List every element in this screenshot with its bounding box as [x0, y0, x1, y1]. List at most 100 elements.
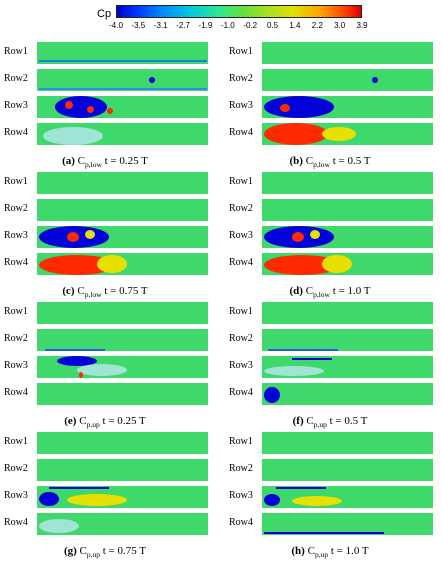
- pressure-contour-strip: [37, 42, 208, 64]
- pressure-region: [264, 387, 280, 403]
- pressure-region: [67, 494, 127, 506]
- row-label: Row2: [4, 203, 28, 214]
- blade-row: Row4: [0, 253, 210, 275]
- cp-symbol: C: [79, 415, 87, 427]
- blade-row: Row3: [0, 486, 210, 508]
- row-label: Row4: [229, 127, 253, 138]
- pressure-region: [87, 106, 94, 113]
- pressure-region: [67, 232, 79, 242]
- pressure-contour-strip: [37, 356, 208, 378]
- pressure-contour-strip: [262, 486, 433, 508]
- contour-panel: Row1 Row2 Row3 Row4 (e) Cp,up t = 0.25 T: [0, 302, 210, 432]
- pressure-region: [280, 104, 290, 112]
- pressure-contour-strip: [37, 486, 208, 508]
- panel-caption: (b) Cp,low t = 0.5 T: [225, 155, 435, 169]
- row-label: Row1: [229, 46, 253, 57]
- contour-panel: Row1 Row2 Row3 Row4 (a) Cp,low t = 0.25 T: [0, 42, 210, 172]
- contour-panel: Row1 Row2 Row3 Row4 (h) Cp,up t = 1.0 T: [225, 432, 435, 562]
- blade-row: Row2: [225, 459, 435, 481]
- blade-row: Row2: [0, 69, 210, 91]
- colorbar-tick-label: -1.9: [198, 21, 213, 30]
- cp-subscript: p,low: [84, 290, 102, 300]
- colorbar-tick-label: -3.1: [153, 21, 168, 30]
- row-label: Row4: [229, 387, 253, 398]
- contour-panel: Row1 Row2 Row3 Row4 (g) Cp,up t = 0.75 T: [0, 432, 210, 562]
- pressure-contour-strip: [262, 459, 433, 481]
- row-label: Row2: [229, 203, 253, 214]
- blade-row: Row1: [225, 302, 435, 324]
- blade-row: Row3: [0, 356, 210, 378]
- pressure-region: [107, 108, 113, 114]
- pressure-contour-strip: [37, 383, 208, 405]
- pressure-region: [292, 232, 304, 242]
- blade-row: Row4: [225, 383, 435, 405]
- blade-row: Row4: [225, 513, 435, 535]
- row-label: Row3: [4, 360, 28, 371]
- cp-symbol: C: [77, 285, 85, 297]
- pressure-contour-strip: [262, 172, 433, 194]
- pressure-region: [55, 96, 107, 118]
- colorbar-tick-label: -3.5: [131, 21, 146, 30]
- contour-band: [39, 60, 207, 62]
- contour-band: [45, 349, 105, 351]
- pressure-region: [264, 96, 334, 118]
- time-label: t = 0.75 T: [104, 285, 148, 297]
- cp-subscript: p,up: [313, 420, 327, 430]
- pressure-region: [292, 496, 342, 506]
- panel-tag: (b): [289, 155, 303, 167]
- time-label: t = 1.0 T: [330, 545, 369, 557]
- pressure-region: [149, 77, 155, 83]
- panel-caption: (d) Cp,low t = 1.0 T: [225, 285, 435, 299]
- contour-panel: Row1 Row2 Row3 Row4 (b) Cp,low t = 0.5 T: [225, 42, 435, 172]
- pressure-region: [264, 494, 280, 506]
- row-label: Row4: [4, 517, 28, 528]
- blade-row: Row4: [225, 123, 435, 145]
- colorbar-tick-label: -1.0: [220, 21, 235, 30]
- pressure-contour-strip: [37, 459, 208, 481]
- pressure-region: [79, 372, 83, 378]
- pressure-contour-strip: [262, 123, 433, 145]
- panel-caption: (e) Cp,up t = 0.25 T: [0, 415, 210, 429]
- colorbar-title: Cp: [97, 8, 112, 20]
- blade-row: Row2: [225, 199, 435, 221]
- pressure-region: [322, 127, 356, 141]
- blade-row: Row2: [0, 329, 210, 351]
- panel-caption: (f) Cp,up t = 0.5 T: [225, 415, 435, 429]
- cp-subscript: p,up: [314, 550, 329, 560]
- colorbar-tick-label: 2.2: [311, 21, 323, 30]
- panel-tag: (g): [63, 545, 77, 557]
- colorbar-tick-label: -0.2: [243, 21, 258, 30]
- pressure-region: [322, 255, 352, 273]
- blade-row: Row3: [0, 226, 210, 248]
- panel-tag: (f): [292, 415, 304, 427]
- blade-row: Row2: [0, 459, 210, 481]
- cp-symbol: C: [306, 415, 314, 427]
- row-label: Row3: [229, 230, 253, 241]
- panel-tag: (a): [62, 155, 75, 167]
- pressure-contour-strip: [37, 96, 208, 118]
- row-label: Row1: [229, 176, 253, 187]
- row-label: Row3: [229, 360, 253, 371]
- row-label: Row2: [4, 463, 28, 474]
- pressure-region: [372, 77, 378, 83]
- panel-caption: (h) Cp,up t = 1.0 T: [225, 545, 435, 559]
- row-label: Row3: [229, 100, 253, 111]
- cp-subscript: p,low: [85, 160, 102, 170]
- cp-symbol: C: [305, 285, 314, 297]
- pressure-contour-strip: [262, 432, 433, 454]
- colorbar: [116, 5, 362, 18]
- colorbar-tick-label: 1.4: [289, 21, 301, 30]
- contour-band: [49, 487, 109, 489]
- panel-tag: (e): [64, 415, 77, 427]
- pressure-contour-strip: [262, 199, 433, 221]
- pressure-region: [310, 230, 320, 239]
- time-label: t = 0.75 T: [102, 545, 147, 557]
- row-label: Row3: [4, 490, 28, 501]
- pressure-contour-strip: [262, 96, 433, 118]
- row-label: Row1: [229, 436, 253, 447]
- pressure-region: [264, 366, 324, 376]
- row-label: Row2: [229, 73, 253, 84]
- blade-row: Row3: [225, 226, 435, 248]
- contour-band: [264, 532, 384, 534]
- pressure-contour-strip: [262, 302, 433, 324]
